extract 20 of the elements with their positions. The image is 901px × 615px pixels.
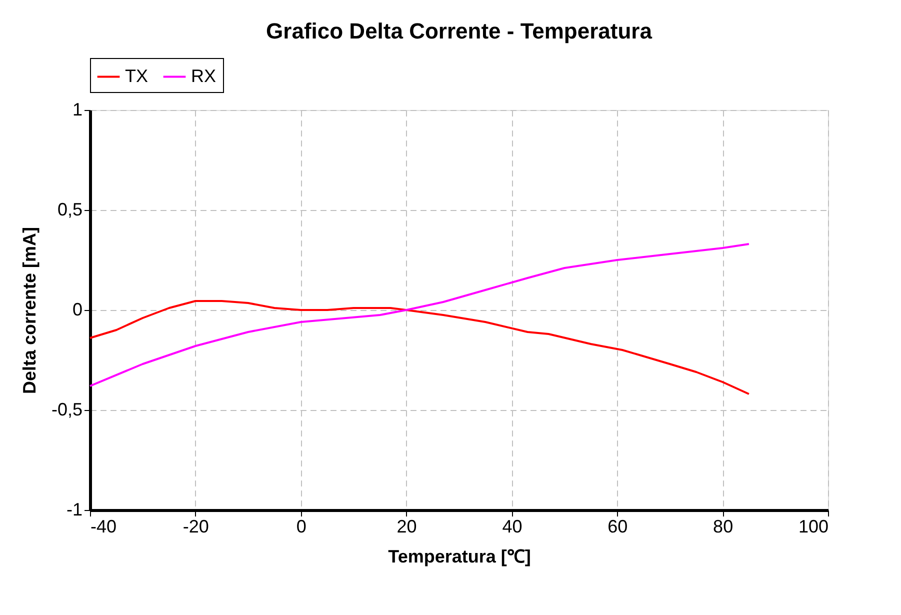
legend-label: RX xyxy=(191,66,216,86)
y-tick-label: -0,5 xyxy=(51,400,82,420)
x-tick-label: -20 xyxy=(182,516,209,536)
chart-title: Grafico Delta Corrente - Temperatura xyxy=(266,18,653,44)
x-tick-label: 0 xyxy=(296,516,306,536)
line-series xyxy=(89,300,750,395)
x-tick-label: 40 xyxy=(502,516,522,536)
x-tick-label: 80 xyxy=(713,516,734,536)
x-tick-label: 20 xyxy=(396,516,417,536)
x-tick-label: 60 xyxy=(608,516,628,536)
y-tick-label: 0 xyxy=(72,300,82,320)
x-tick-label: -40 xyxy=(90,516,117,536)
line-series xyxy=(89,243,750,387)
y-tick-label: 0,5 xyxy=(57,200,82,220)
x-tick-label: 100 xyxy=(798,516,828,536)
y-tick-label: -1 xyxy=(66,500,82,520)
x-axis-title: Temperatura [℃] xyxy=(388,546,531,566)
y-axis-title: Delta corrente [mA] xyxy=(19,226,40,394)
legend-label: TX xyxy=(125,66,148,86)
y-tick-label: 1 xyxy=(72,100,82,120)
